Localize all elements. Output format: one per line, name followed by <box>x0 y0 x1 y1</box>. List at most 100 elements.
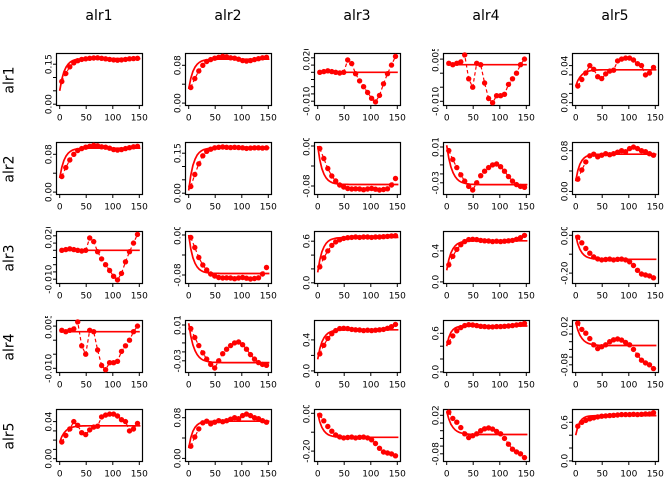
data-point <box>372 327 379 333</box>
data-point <box>122 418 129 425</box>
data-point <box>388 233 395 239</box>
x-tick-label: 50 <box>338 292 350 302</box>
data-point <box>630 346 637 353</box>
plot-box <box>184 408 273 463</box>
panel-4-5: 0 50 100 150 -0.08 0.02 <box>538 316 667 405</box>
x-tick-label: 0 <box>186 470 192 480</box>
data-point <box>474 180 480 186</box>
panel-plot: 0 50 100 150 -0.08 0.02 <box>432 405 536 479</box>
data-point <box>622 149 629 155</box>
data-point <box>392 175 399 182</box>
plot-box <box>442 141 531 196</box>
y-tick-label: 0.00 <box>561 92 571 112</box>
data-point <box>485 238 492 244</box>
data-point <box>200 153 206 159</box>
data-point <box>134 55 141 61</box>
data-point <box>462 431 468 437</box>
model-line <box>445 145 528 186</box>
x-tick-label: 100 <box>362 292 379 302</box>
panel-5-1: 0 50 100 150 0.00 0.04 <box>22 405 151 480</box>
data-point <box>263 54 270 60</box>
data-point <box>321 342 327 348</box>
empirical-line <box>190 146 267 187</box>
y-tick-label: 0.00 <box>561 227 571 245</box>
data-point <box>517 235 524 241</box>
panel-plot: 0 50 100 150 -0.20 0.00 <box>303 405 407 480</box>
y-tick-label: 0.0 <box>303 363 313 378</box>
data-point <box>349 234 355 241</box>
data-point <box>255 145 262 151</box>
data-point <box>204 267 210 273</box>
data-point <box>106 267 113 274</box>
x-tick-label: 100 <box>491 203 508 213</box>
y-tick-label: 0.00 <box>303 138 313 156</box>
x-tick-label: 100 <box>491 381 508 391</box>
data-point <box>223 275 230 281</box>
data-point <box>59 173 65 180</box>
data-point <box>376 187 383 193</box>
data-point <box>247 412 254 419</box>
data-point <box>118 348 125 355</box>
data-point <box>368 437 375 443</box>
x-tick-label: 100 <box>362 470 379 480</box>
data-point <box>71 326 77 332</box>
data-point <box>634 411 641 418</box>
x-tick-label: 0 <box>57 203 63 213</box>
data-point <box>517 62 524 68</box>
x-tick-label: 0 <box>573 381 579 391</box>
data-point <box>591 151 597 157</box>
data-point <box>634 145 641 152</box>
data-point <box>380 234 387 240</box>
plot-box <box>442 230 531 285</box>
y-tick-label: 0.00 <box>561 181 571 201</box>
data-point <box>521 232 528 239</box>
data-point <box>63 164 69 171</box>
model-line <box>316 236 399 273</box>
panel-plot: 0 50 100 150 0.0 0.4 <box>432 230 535 302</box>
data-point <box>317 351 323 357</box>
panel-2-2: 0 50 100 150 0.00 0.15 <box>151 138 280 227</box>
data-point <box>446 147 452 154</box>
x-tick-label: 150 <box>260 203 277 213</box>
y-tick-label: -0.010 <box>45 354 55 383</box>
data-point <box>341 69 347 75</box>
column-title: alr3 <box>343 8 371 24</box>
data-point <box>493 428 500 435</box>
data-point <box>380 81 387 87</box>
data-point <box>134 231 141 238</box>
data-point <box>243 145 250 152</box>
x-tick-label: 100 <box>233 381 250 391</box>
data-point <box>114 147 121 153</box>
data-point <box>98 55 105 61</box>
plot-box <box>571 52 660 107</box>
data-point <box>63 432 69 439</box>
data-point <box>501 323 508 329</box>
y-tick-label: -0.010 <box>45 264 55 293</box>
data-point <box>458 172 464 178</box>
x-tick-label: 50 <box>80 292 92 302</box>
y-tick-label: 0.00 <box>174 93 184 113</box>
x-tick-label: 0 <box>186 292 192 302</box>
data-point <box>126 249 133 255</box>
x-tick-label: 0 <box>186 114 192 124</box>
panel-plot: 0 50 100 150 0.00 0.08 <box>174 52 277 124</box>
data-point <box>235 144 242 151</box>
panel-plot: 0 50 100 150 0.00 0.08 <box>45 141 148 213</box>
data-point <box>204 148 210 154</box>
data-point <box>481 80 488 86</box>
data-point <box>505 81 512 88</box>
data-point <box>134 143 141 149</box>
x-tick-label: 100 <box>104 470 121 480</box>
y-tick-label: 0.04 <box>45 411 55 431</box>
data-point <box>118 57 125 63</box>
data-point <box>352 327 359 333</box>
panel-4-1: 0 50 100 150 -0.010 0.005 <box>22 316 151 405</box>
panel-5-3: 0 50 100 150 -0.20 0.00 <box>280 405 409 480</box>
data-point <box>618 337 625 343</box>
panel-plot: 0 50 100 150 0.00 0.15 <box>45 52 148 124</box>
data-point <box>372 234 379 240</box>
data-point <box>579 240 585 246</box>
data-point <box>79 430 85 436</box>
data-point <box>325 423 331 430</box>
data-point <box>505 441 512 447</box>
